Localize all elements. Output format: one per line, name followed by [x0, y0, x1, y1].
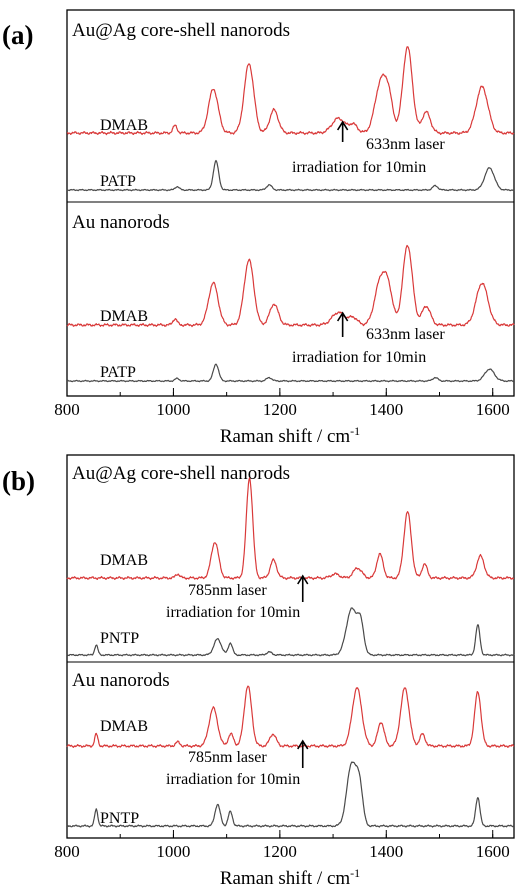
x-tick-label: 1400: [369, 842, 403, 861]
x-tick-label: 1600: [476, 400, 510, 419]
pntp-spectrum-b2: [66, 761, 515, 828]
dmab-spectrum-a1: [66, 46, 515, 136]
x-axis-ticks-a: 800 1000 1200 1400 1600: [54, 388, 510, 419]
arrow-icon: [297, 574, 309, 602]
panel-b: (b) Au@Ag core-shell nanorods Au nanorod…: [2, 454, 515, 889]
arrow-icon: [336, 120, 349, 142]
dmab-spectrum-b1: [66, 477, 515, 581]
pntp-spectrum-b1: [66, 607, 515, 657]
dmab-spectrum-a2: [66, 244, 515, 328]
patp-spectrum-a2: [66, 363, 515, 383]
subplot-title-b2: Au nanorods: [72, 670, 170, 691]
annotation-a1-line2: irradiation for 10min: [292, 159, 426, 176]
annotation-b2-line1: 785nm laser: [188, 749, 267, 766]
series-label-a1-dmab: DMAB: [100, 117, 148, 134]
x-axis-title-a: Raman shift / cm-1: [220, 424, 360, 447]
dmab-spectrum-b2: [66, 685, 515, 749]
annotation-b1-line1: 785nm laser: [188, 582, 267, 599]
panel-a: (a) Au@Ag core-shell nanorods Au nanorod…: [2, 9, 515, 447]
series-label-b2-pntp: PNTP: [100, 810, 139, 827]
series-label-a1-patp: PATP: [100, 173, 136, 190]
subplot-title-a1: Au@Ag core-shell nanorods: [72, 20, 290, 41]
annotation-b2-line2: irradiation for 10min: [166, 771, 300, 788]
plot-frame-a: [66, 9, 515, 397]
arrow-icon: [297, 739, 309, 768]
arrow-icon: [336, 311, 349, 337]
x-axis-title-b: Raman shift / cm-1: [220, 866, 360, 889]
annotation-b1-line2: irradiation for 10min: [166, 604, 300, 621]
panel-label-a: (a): [2, 20, 33, 50]
series-label-b1-dmab: DMAB: [100, 552, 148, 569]
patp-spectrum-a1: [66, 159, 515, 192]
annotation-a2-line1: 633nm laser: [366, 326, 445, 343]
subplot-title-b1: Au@Ag core-shell nanorods: [72, 463, 290, 484]
annotation-a1-line1: 633nm laser: [366, 136, 445, 153]
x-tick-label: 1200: [263, 400, 297, 419]
x-tick-label: 800: [54, 400, 80, 419]
series-label-a2-dmab: DMAB: [100, 308, 148, 325]
series-label-b1-pntp: PNTP: [100, 630, 139, 647]
plot-frame-b: [66, 454, 515, 839]
subplot-title-a2: Au nanorods: [72, 212, 170, 233]
x-tick-label: 1000: [156, 400, 190, 419]
series-label-a2-patp: PATP: [100, 364, 136, 381]
x-tick-label: 1400: [369, 400, 403, 419]
x-tick-label: 1200: [263, 842, 297, 861]
x-tick-label: 1000: [156, 842, 190, 861]
x-tick-label: 800: [54, 842, 80, 861]
panel-label-b: (b): [2, 466, 35, 496]
x-axis-ticks-b: 800 1000 1200 1400 1600: [54, 830, 510, 861]
x-tick-label: 1600: [476, 842, 510, 861]
series-label-b2-dmab: DMAB: [100, 718, 148, 735]
annotation-a2-line2: irradiation for 10min: [292, 349, 426, 366]
